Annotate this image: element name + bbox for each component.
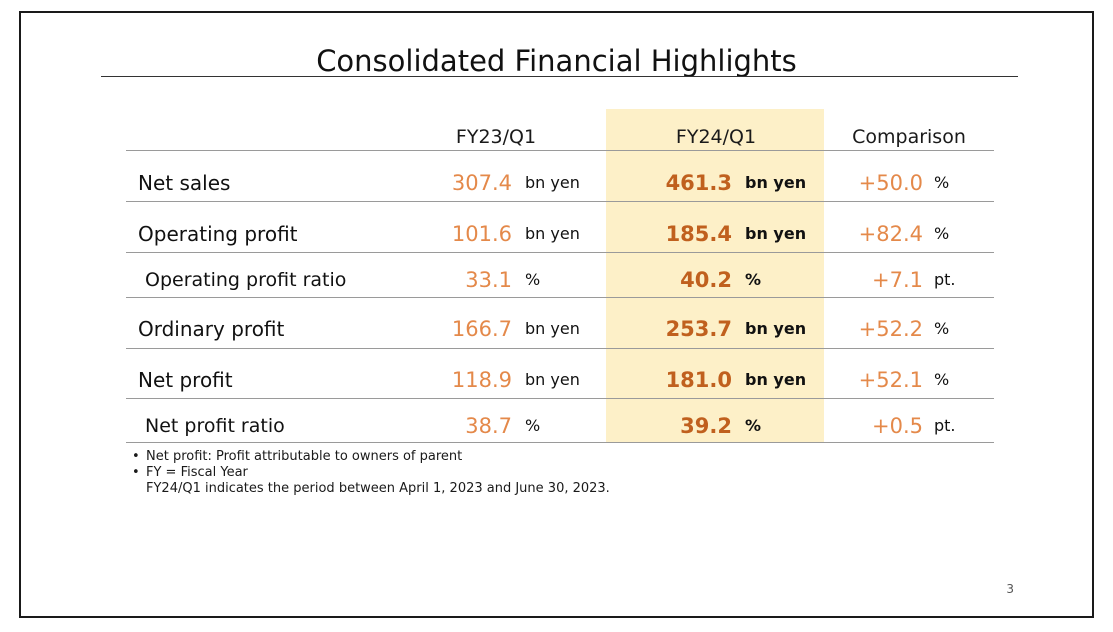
footnote-item: • Net profit: Profit attributable to own… <box>132 449 610 465</box>
prev-unit: bn yen <box>525 173 580 192</box>
comp-value: +52.1 <box>858 368 923 392</box>
comp-unit: pt. <box>934 270 956 289</box>
comp-value: +82.4 <box>858 222 923 246</box>
page-number: 3 <box>1006 582 1014 596</box>
curr-unit: % <box>745 270 762 289</box>
row-label: Operating profit ratio <box>145 269 347 291</box>
curr-value: 39.2 <box>680 414 732 438</box>
title-divider <box>101 76 1018 77</box>
header-fy23-q1: FY23/Q1 <box>455 126 537 148</box>
comp-value: +52.2 <box>858 317 923 341</box>
row-label: Net profit ratio <box>145 415 285 437</box>
row-rule <box>126 398 994 399</box>
header-comparison: Comparison <box>852 126 966 148</box>
comp-unit: % <box>934 224 950 243</box>
curr-value: 461.3 <box>665 171 732 195</box>
row-rule <box>126 442 994 443</box>
footnotes: • Net profit: Profit attributable to own… <box>132 449 610 497</box>
table-row: Operating profit 101.6 bn yen 185.4 bn y… <box>21 221 1092 261</box>
row-label: Net profit <box>138 368 233 392</box>
prev-unit: bn yen <box>525 319 580 338</box>
curr-value: 181.0 <box>665 368 732 392</box>
comp-value: +7.1 <box>872 268 923 292</box>
prev-value: 307.4 <box>451 171 512 195</box>
footnote-item: • FY = Fiscal Year <box>132 465 610 481</box>
prev-unit: bn yen <box>525 370 580 389</box>
footnote-item: FY24/Q1 indicates the period between Apr… <box>132 481 610 497</box>
bullet: • <box>132 465 140 480</box>
comp-unit: % <box>934 370 950 389</box>
table-row: Operating profit ratio 33.1 % 40.2 % +7.… <box>21 267 1092 307</box>
prev-value: 166.7 <box>451 317 512 341</box>
slide: Consolidated Financial Highlights FY23/Q… <box>19 11 1094 618</box>
comp-value: +0.5 <box>872 414 923 438</box>
header-rule <box>126 150 994 151</box>
curr-value: 185.4 <box>665 222 732 246</box>
row-rule <box>126 348 994 349</box>
table-row: Ordinary profit 166.7 bn yen 253.7 bn ye… <box>21 316 1092 356</box>
curr-unit: bn yen <box>745 319 807 338</box>
curr-value: 253.7 <box>665 317 732 341</box>
prev-value: 33.1 <box>465 268 512 292</box>
table-row: Net profit 118.9 bn yen 181.0 bn yen +52… <box>21 367 1092 407</box>
table-row: Net profit ratio 38.7 % 39.2 % +0.5 pt. <box>21 413 1092 453</box>
footnote-text: FY = Fiscal Year <box>146 465 248 480</box>
header-fy24-q1: FY24/Q1 <box>675 126 757 148</box>
curr-unit: bn yen <box>745 370 807 389</box>
prev-unit: % <box>525 270 541 289</box>
curr-value: 40.2 <box>680 268 732 292</box>
table-row: Net sales 307.4 bn yen 461.3 bn yen +50.… <box>21 170 1092 210</box>
row-rule <box>126 297 994 298</box>
footnote-text: Net profit: Profit attributable to owner… <box>146 449 463 464</box>
current-period-highlight <box>606 109 824 443</box>
prev-value: 118.9 <box>451 368 512 392</box>
row-label: Operating profit <box>138 222 298 246</box>
row-rule <box>126 201 994 202</box>
slide-title: Consolidated Financial Highlights <box>316 44 797 78</box>
curr-unit: % <box>745 416 762 435</box>
row-label: Ordinary profit <box>138 317 285 341</box>
row-label: Net sales <box>138 171 231 195</box>
prev-unit: bn yen <box>525 224 580 243</box>
curr-unit: bn yen <box>745 173 807 192</box>
prev-value: 38.7 <box>465 414 512 438</box>
comp-value: +50.0 <box>858 171 923 195</box>
comp-unit: pt. <box>934 416 956 435</box>
curr-unit: bn yen <box>745 224 807 243</box>
comp-unit: % <box>934 173 950 192</box>
bullet: • <box>132 449 140 464</box>
comp-unit: % <box>934 319 950 338</box>
prev-unit: % <box>525 416 541 435</box>
prev-value: 101.6 <box>451 222 512 246</box>
footnote-continuation: FY24/Q1 indicates the period between Apr… <box>146 481 610 496</box>
row-rule <box>126 252 994 253</box>
